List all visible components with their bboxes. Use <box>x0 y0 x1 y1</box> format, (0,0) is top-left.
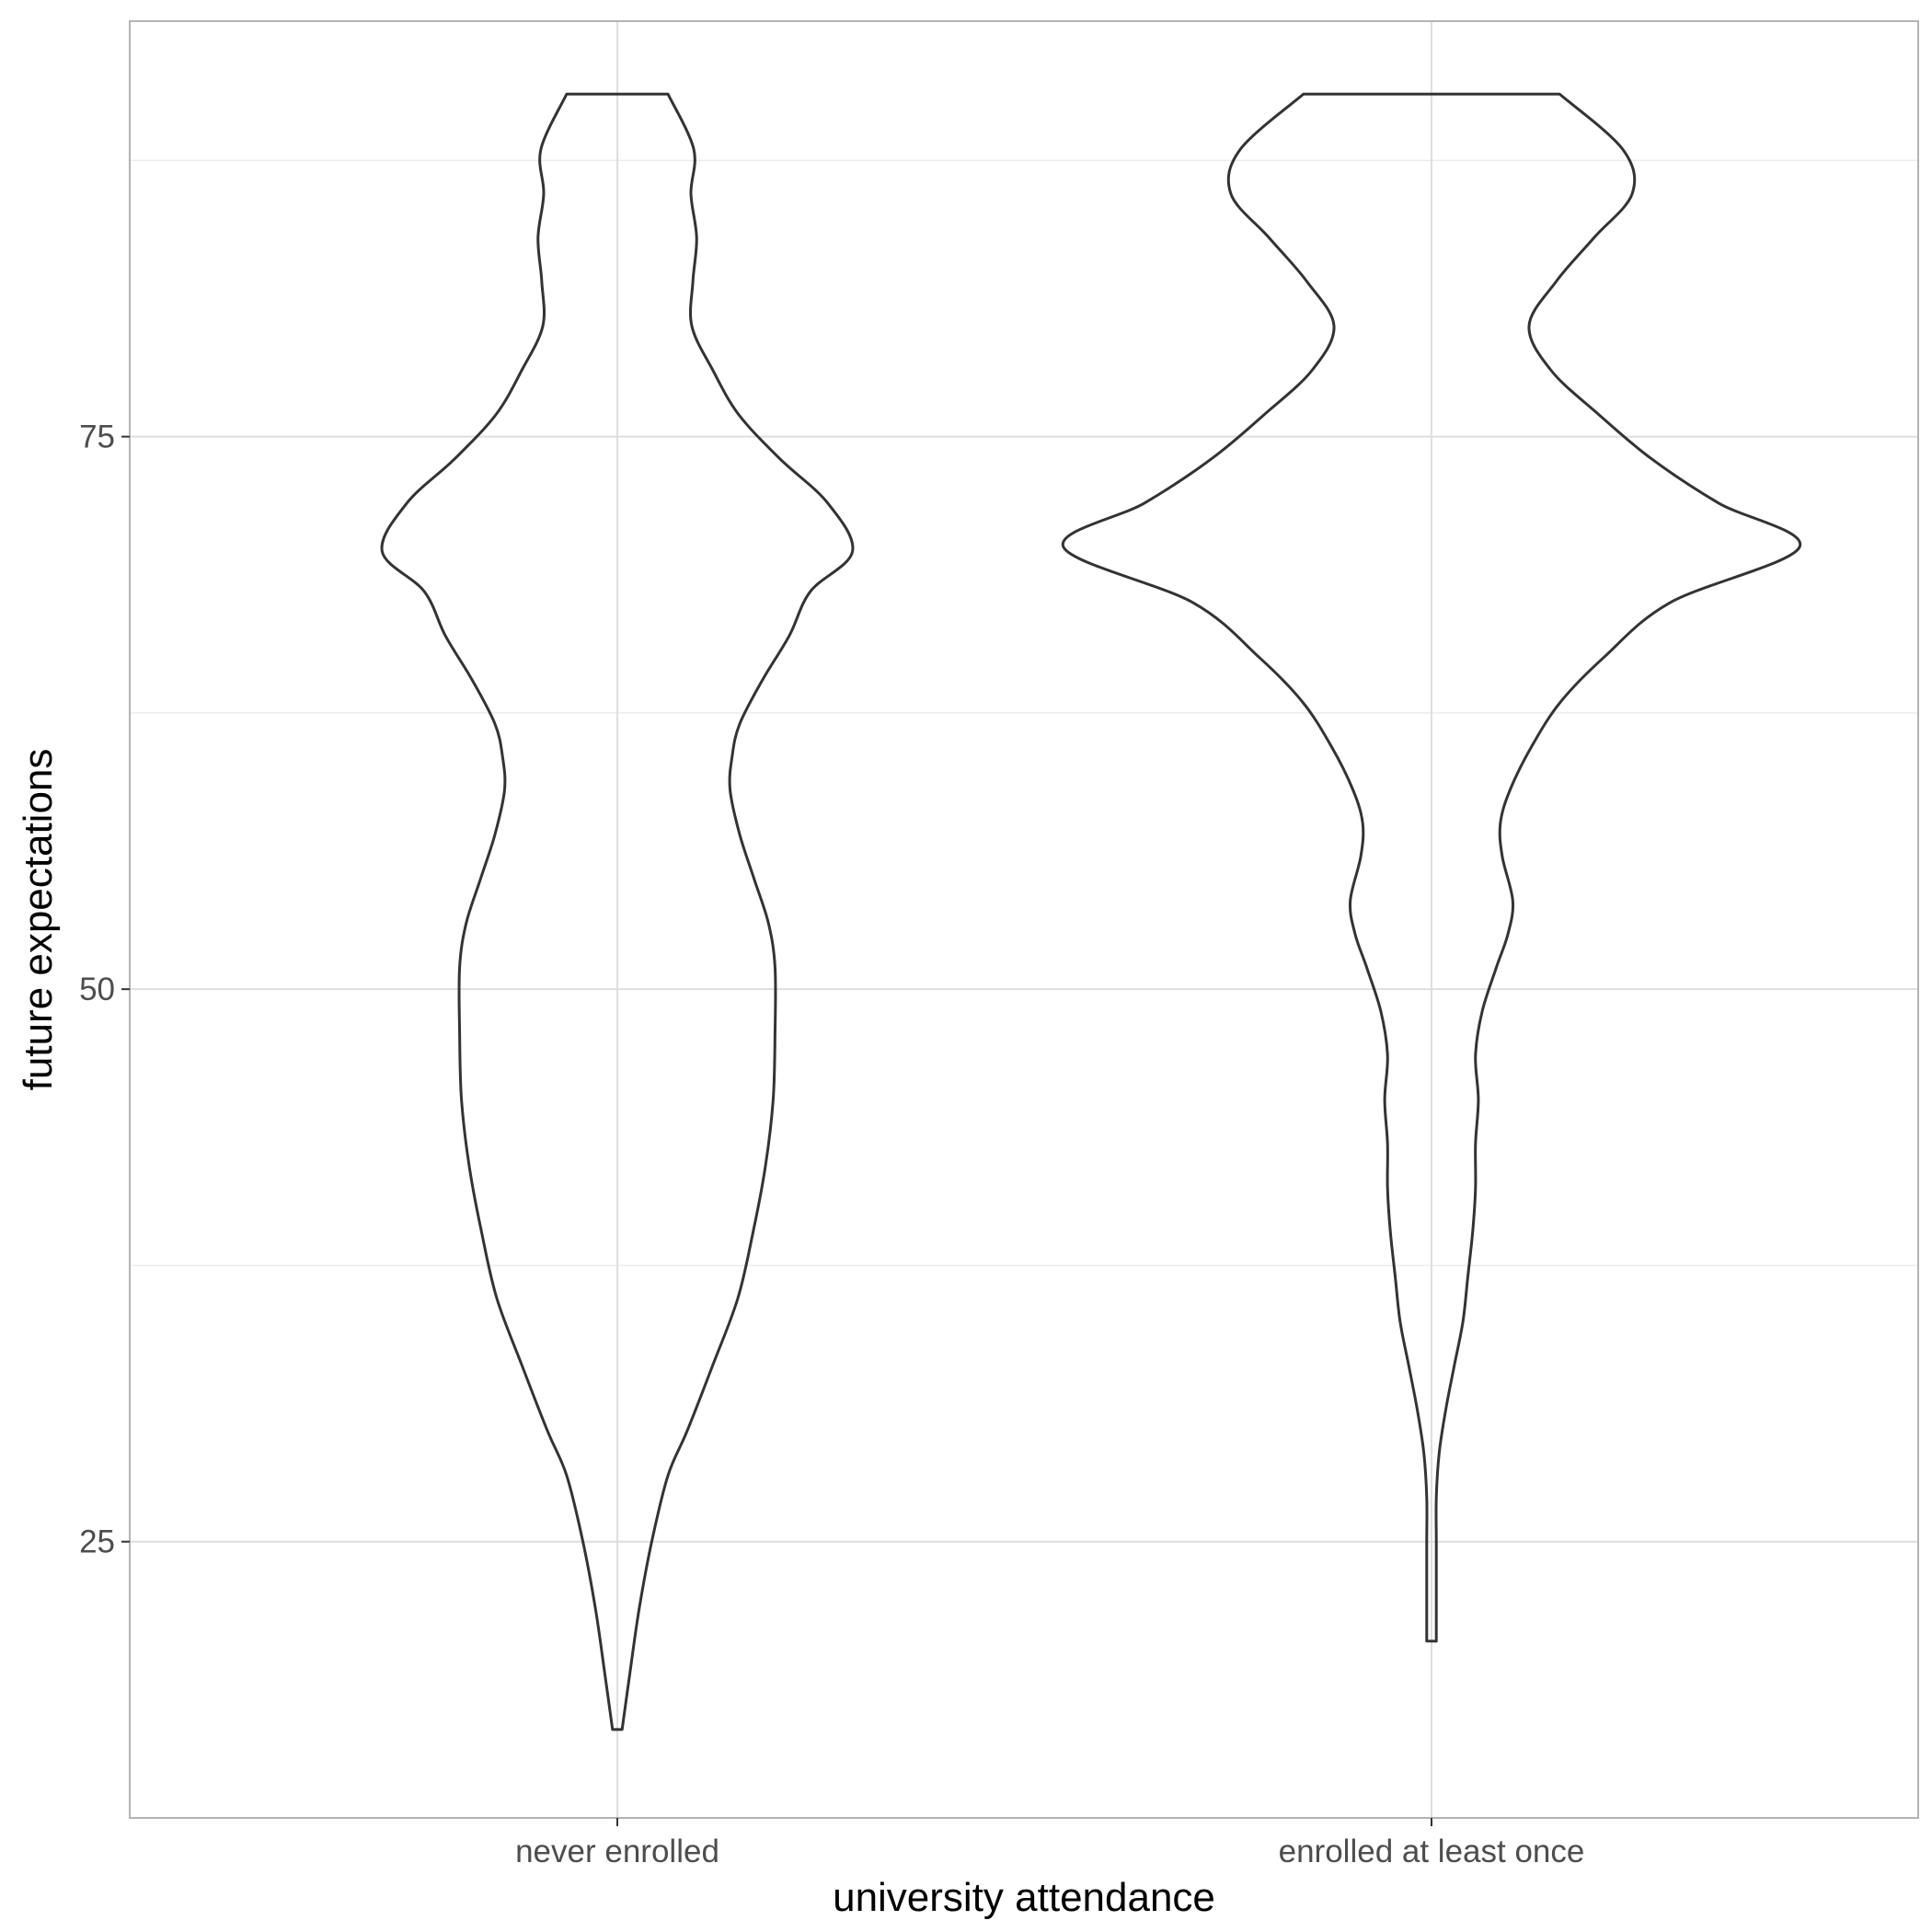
x-tick-label: never enrolled <box>515 1834 719 1869</box>
grid-lines <box>130 21 1918 1818</box>
x-tick-label: enrolled at least once <box>1279 1834 1585 1869</box>
y-tick-label: 50 <box>79 972 115 1007</box>
axes: 25 50 75 never enrolled enrolled at least on… <box>79 420 1584 1869</box>
panel-border <box>129 20 1919 1819</box>
violin-never-enrolled <box>380 92 855 1731</box>
violins <box>380 92 1802 1731</box>
y-tick-label: 25 <box>79 1524 115 1560</box>
x-axis-title: university attendance <box>833 1875 1215 1920</box>
y-tick-label: 75 <box>79 420 115 455</box>
y-axis-title: future expectations <box>16 749 61 1091</box>
violin-enrolled-at-least-once <box>1061 92 1802 1643</box>
